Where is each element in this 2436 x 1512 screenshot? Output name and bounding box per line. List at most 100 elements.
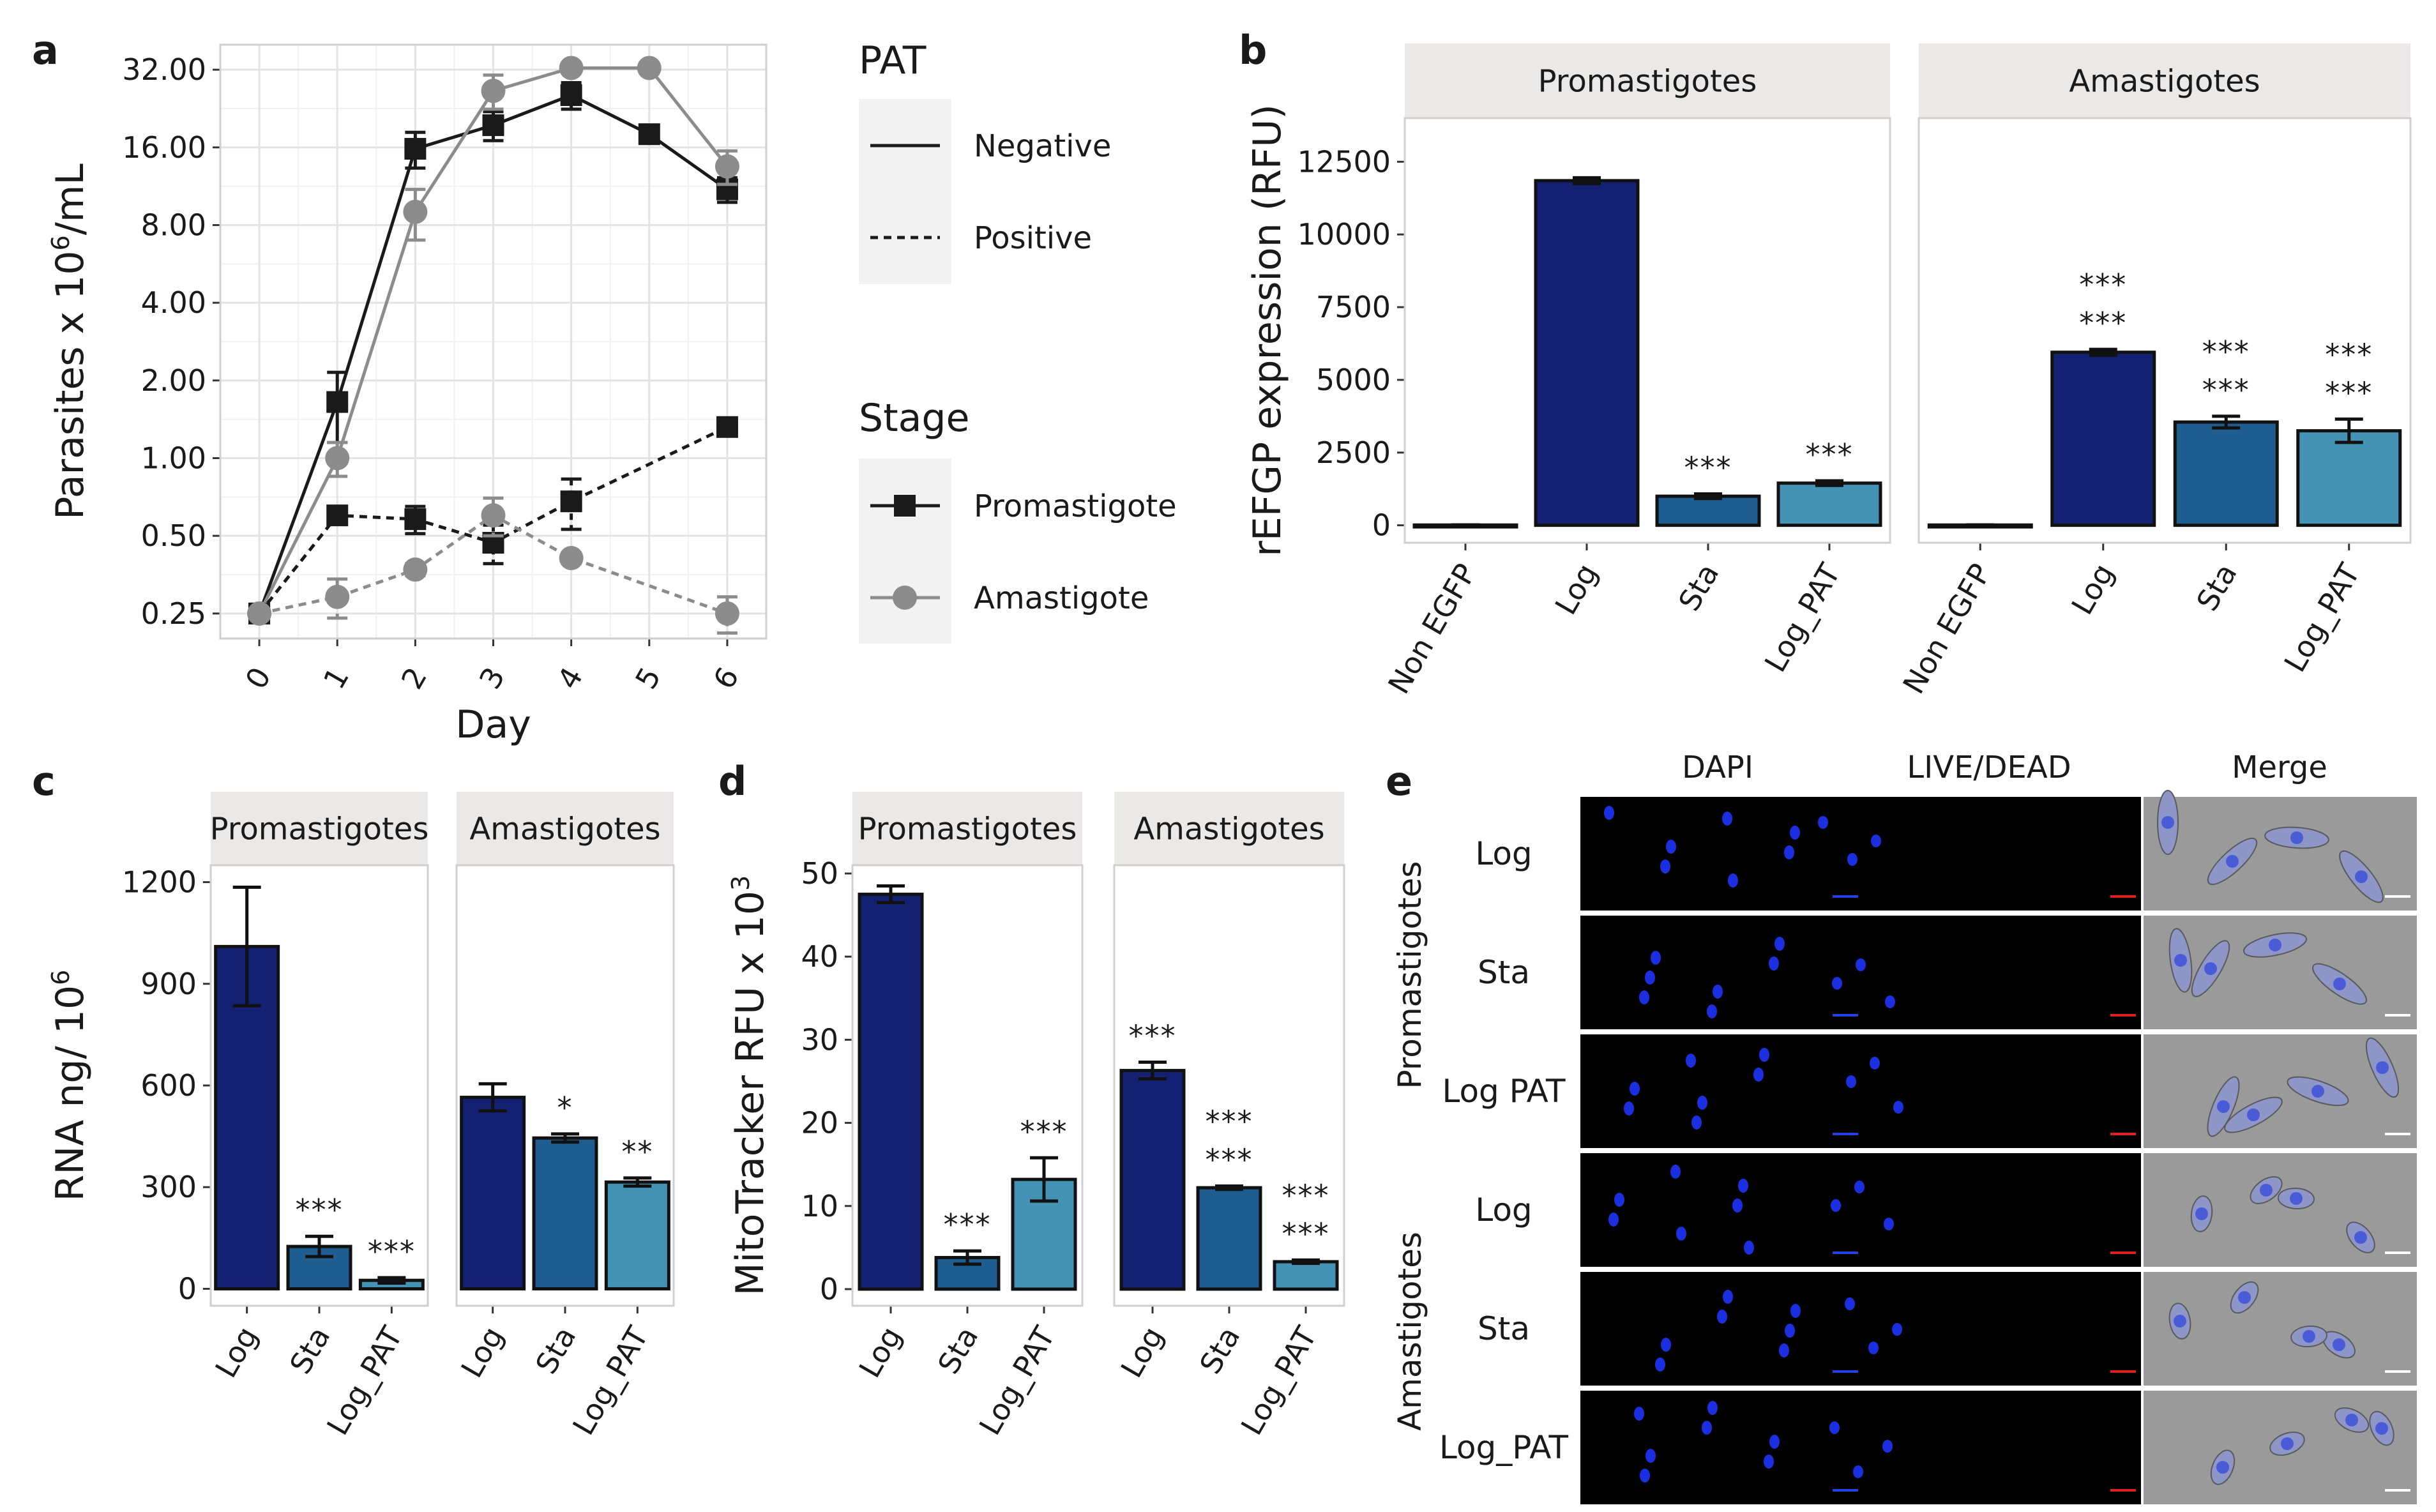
- x-tick-label: Log: [1114, 1321, 1170, 1384]
- dapi-nucleus: [1846, 1075, 1856, 1088]
- y-axis-title-text: MitoTracker RFU x 10: [728, 891, 773, 1296]
- y-tick-label: 0: [1372, 508, 1391, 543]
- dapi-nucleus: [1870, 1057, 1880, 1070]
- x-axis-title: Day: [455, 702, 531, 747]
- panel-letter-c: c: [32, 758, 56, 805]
- y-tick-label: 0.50: [141, 518, 206, 553]
- panel-c-rna-content: 0 300 600 900 1200 RNA ng/ 106 Promastigotes Lo…: [47, 792, 675, 1441]
- facet-strip-label: Amastigotes: [2069, 64, 2260, 100]
- x-tick-label: 6: [706, 662, 745, 695]
- significance-red: ***: [2325, 375, 2373, 410]
- dapi-channel-image: [1580, 916, 2142, 1029]
- bar-log_pat: [2296, 429, 2402, 527]
- dapi-nucleus: [1882, 1440, 1893, 1453]
- significance-black: *: [557, 1091, 573, 1125]
- x-tick-label: Log_PAT: [1234, 1320, 1324, 1441]
- merge-cell-nucleus: [2281, 1437, 2294, 1450]
- data-point-square: [404, 138, 427, 160]
- dapi-nucleus: [1784, 845, 1794, 859]
- legend-label: Negative: [974, 128, 1111, 164]
- bar-sta: [1196, 1186, 1262, 1291]
- data-point-square: [716, 416, 738, 438]
- legend-label: Positive: [974, 220, 1092, 256]
- dapi-nucleus: [1717, 1310, 1727, 1324]
- merge-cell-nucleus: [2333, 1338, 2345, 1351]
- dapi-nucleus: [1707, 1401, 1718, 1415]
- y-axis-title: MitoTracker RFU x 103: [727, 875, 773, 1296]
- y-tick-label: 0.25: [141, 596, 206, 631]
- x-tick-label: Log: [852, 1321, 909, 1384]
- data-point-square: [560, 84, 582, 107]
- significance-black: ***: [1129, 1019, 1177, 1054]
- significance-black: ***: [2325, 337, 2373, 372]
- microscopy-row: Sta: [1478, 1272, 2417, 1386]
- significance-black: **: [621, 1135, 653, 1169]
- significance-black: ***: [296, 1193, 344, 1227]
- y-axis-title-superscript: 3: [727, 875, 755, 891]
- legend-label: Promastigote: [974, 488, 1177, 524]
- dapi-nucleus: [1666, 840, 1676, 854]
- dapi-nucleus: [1634, 1407, 1644, 1421]
- facet-frame: [1113, 864, 1345, 1307]
- data-point-circle: [715, 154, 739, 179]
- x-tick-label: Log: [2064, 558, 2121, 621]
- dapi-nucleus: [1630, 1082, 1640, 1096]
- microscopy-group-label: Promastigotes: [1391, 861, 1428, 1089]
- x-tick-label: Sta: [283, 1321, 337, 1380]
- y-axis-title-text: Parasites x 10: [48, 250, 93, 519]
- dapi-nucleus: [1645, 971, 1655, 985]
- legend-key-square: [894, 495, 916, 517]
- x-tick-label: Non EGFP: [1896, 558, 1997, 700]
- merge-cell-nucleus: [2174, 954, 2187, 967]
- x-tick-label: Sta: [931, 1321, 985, 1380]
- data-point-circle: [247, 601, 272, 626]
- bar-log: [858, 893, 924, 1291]
- microscopy-row: Sta: [1478, 916, 2417, 1029]
- dapi-nucleus: [1764, 1455, 1774, 1469]
- dapi-nucleus: [1774, 937, 1785, 951]
- dapi-nucleus: [1651, 951, 1661, 965]
- bar-log_pat: [604, 1180, 670, 1290]
- dapi-nucleus: [1723, 1290, 1733, 1304]
- y-tick-label: 900: [140, 967, 197, 1001]
- y-tick-label: 40: [801, 939, 838, 974]
- merge-cell-nucleus: [2247, 1108, 2260, 1121]
- x-tick-label: Log_PAT: [1758, 557, 1847, 678]
- dapi-nucleus: [1639, 990, 1649, 1004]
- y-tick-label: 600: [140, 1068, 197, 1103]
- dapi-nucleus: [1884, 1218, 1894, 1230]
- microscopy-row-label: Sta: [1478, 1310, 1530, 1347]
- data-point-circle: [481, 79, 506, 103]
- x-tick-label: Log_PAT: [2278, 557, 2367, 678]
- bar-log: [1534, 179, 1640, 527]
- panel-letter-a: a: [32, 27, 59, 73]
- dapi-nucleus: [1691, 1115, 1702, 1130]
- merge-cell-nucleus: [2161, 816, 2174, 829]
- data-point-square: [326, 504, 349, 527]
- microscopy-row-label: Log_PAT: [1439, 1429, 1569, 1466]
- dapi-nucleus: [1614, 1193, 1624, 1207]
- dapi-nucleus: [1845, 1297, 1855, 1310]
- data-point-circle: [559, 545, 584, 570]
- merge-cell-nucleus: [2375, 1422, 2388, 1435]
- y-axis-title: RNA ng/ 106: [47, 970, 93, 1202]
- dapi-nucleus: [1660, 859, 1670, 873]
- dapi-nucleus: [1661, 1338, 1671, 1352]
- merge-cell-nucleus: [2345, 1414, 2358, 1426]
- bar-sta: [532, 1136, 598, 1290]
- dapi-nucleus: [1713, 985, 1723, 999]
- y-axis-title: Parasites x 106/mL: [47, 163, 93, 520]
- dapi-nucleus: [1854, 1181, 1865, 1193]
- dapi-nucleus: [1753, 1068, 1764, 1082]
- facet-strip: [1114, 792, 1344, 865]
- y-tick-label: 0: [820, 1272, 838, 1306]
- y-tick-label: 2500: [1316, 435, 1391, 470]
- data-point-circle: [559, 56, 584, 80]
- merge-cell-nucleus: [2333, 978, 2346, 990]
- dapi-channel-image: [1580, 1153, 2142, 1267]
- x-tick-label: Log: [1548, 558, 1605, 621]
- merge-cell-nucleus: [2303, 1330, 2315, 1343]
